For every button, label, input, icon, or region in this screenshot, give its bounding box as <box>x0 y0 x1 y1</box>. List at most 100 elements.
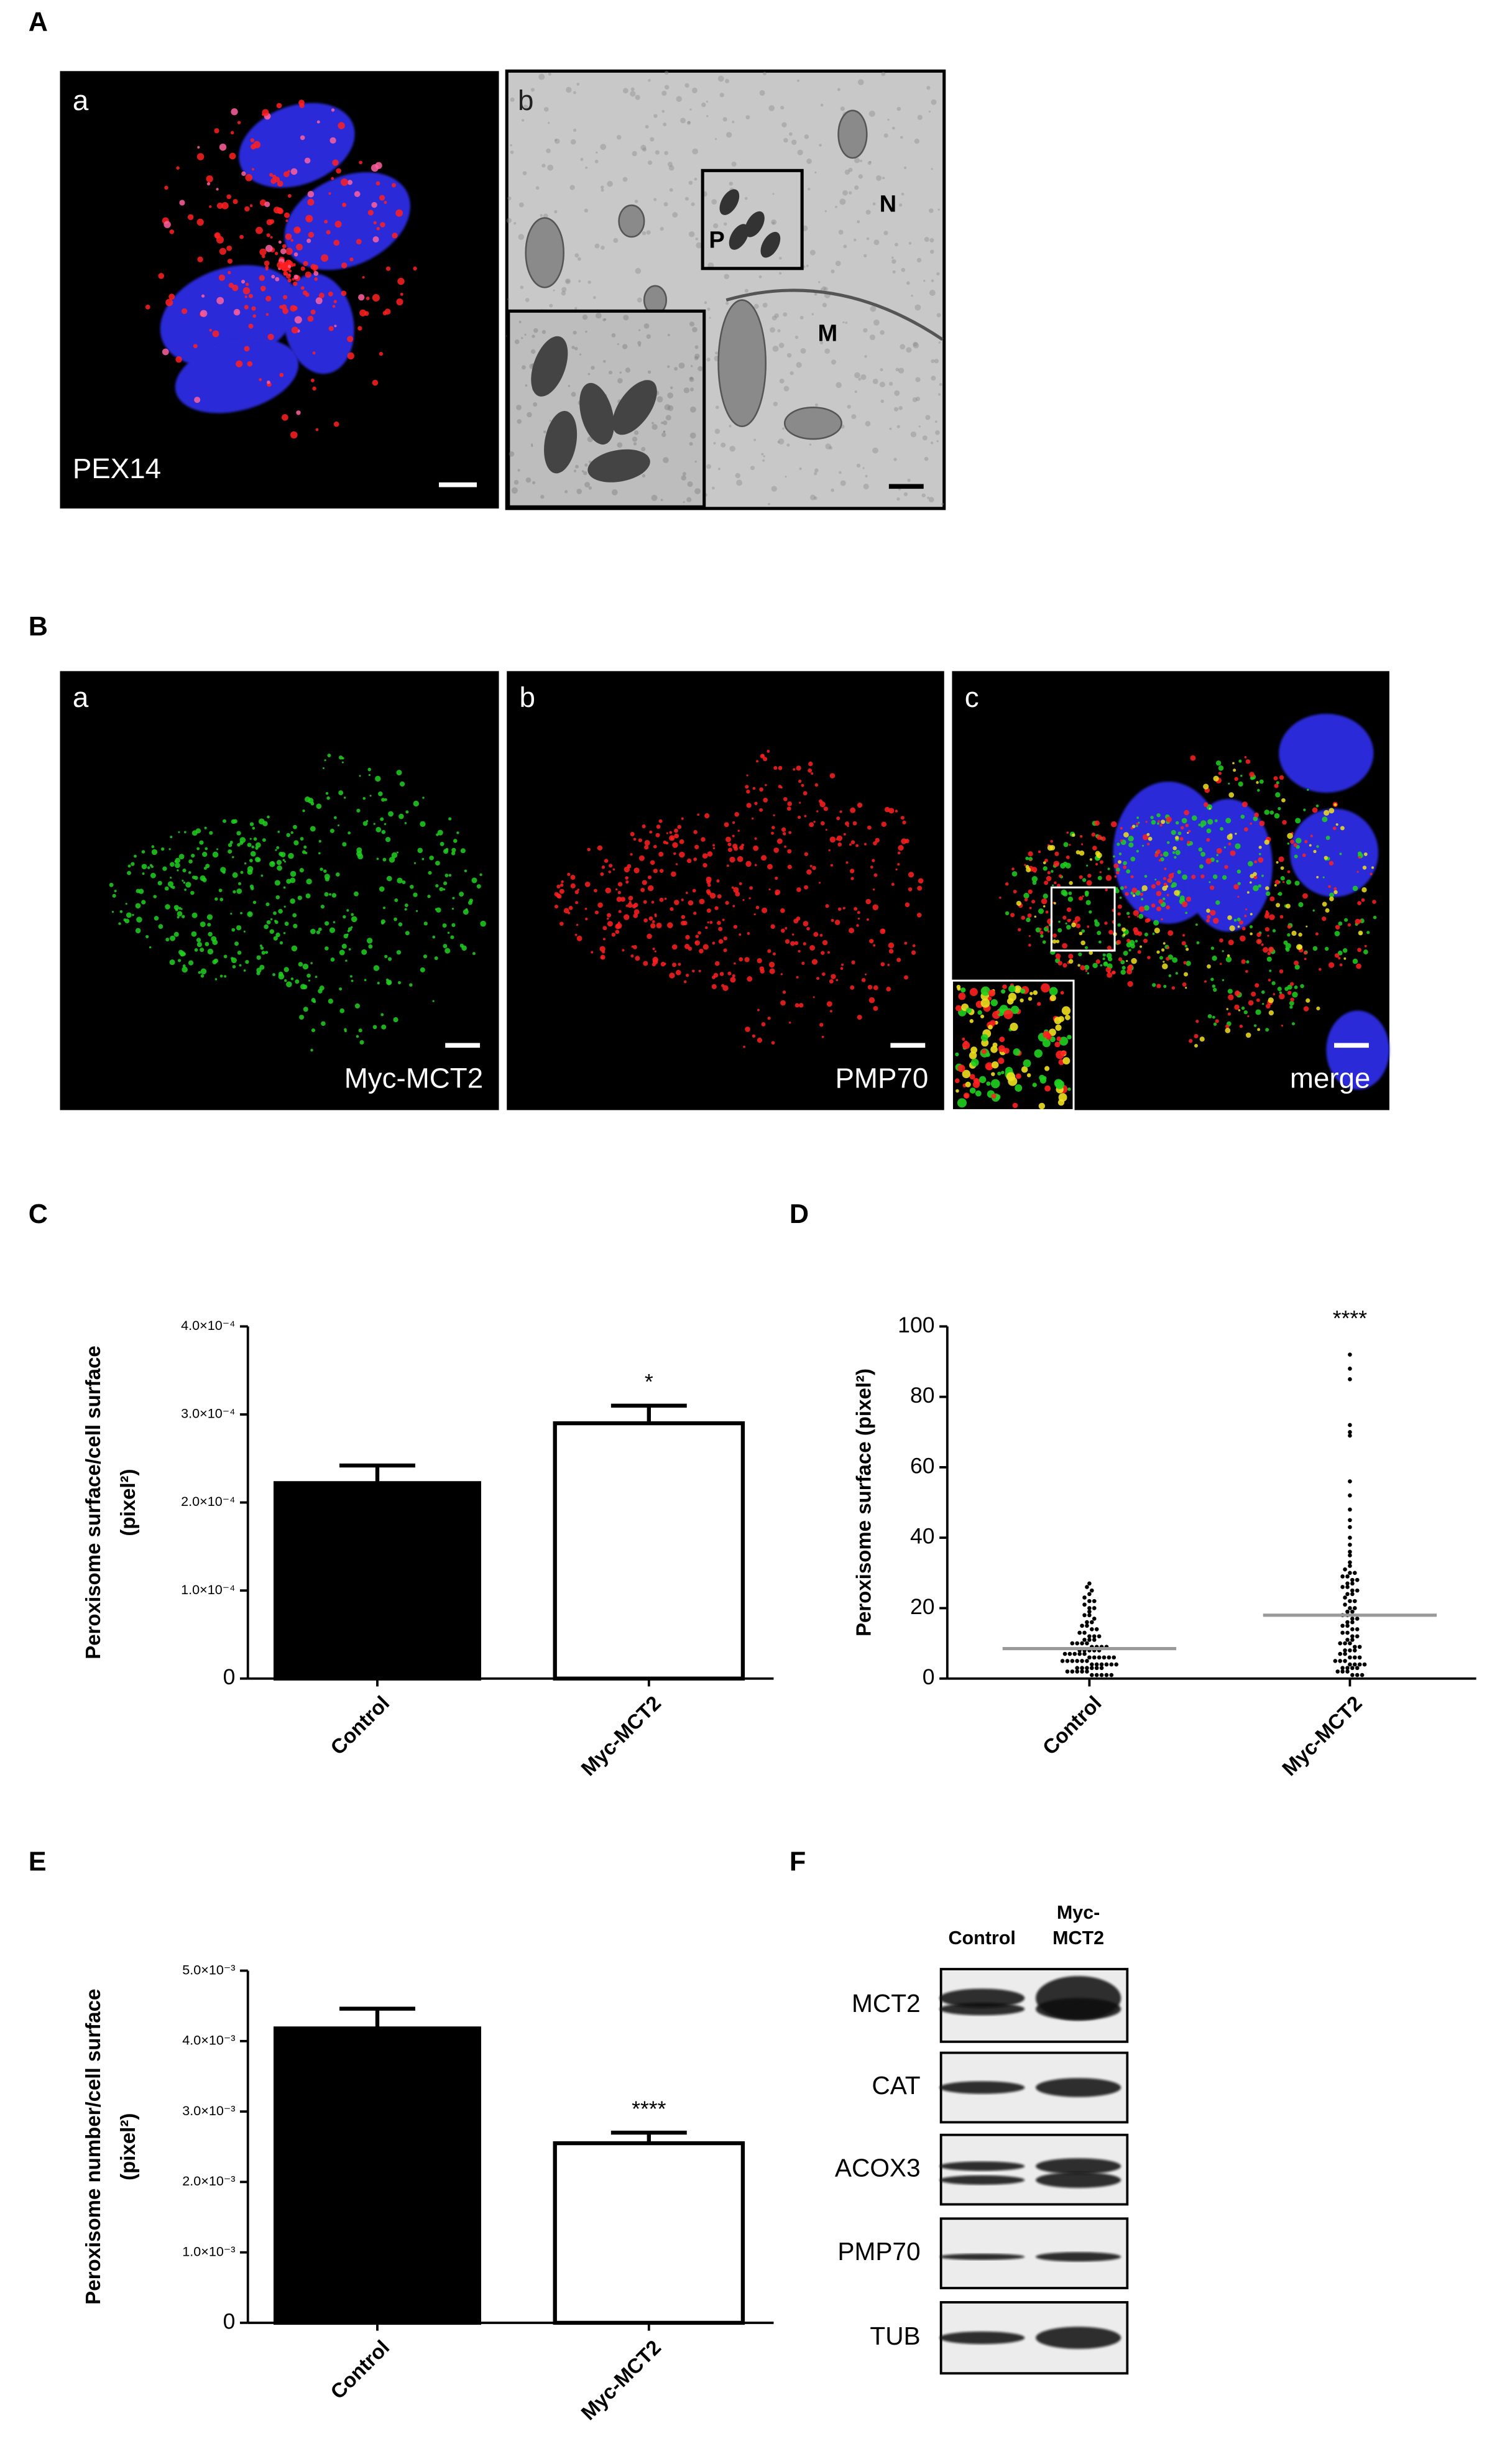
stain-dot <box>1339 963 1343 967</box>
texture <box>564 278 571 284</box>
stain-dot <box>1066 855 1070 859</box>
stain-dot <box>727 971 732 976</box>
stain-dot <box>371 201 377 208</box>
stain-dot <box>267 333 274 341</box>
image-label: M <box>818 321 838 347</box>
stain-dot <box>726 864 729 867</box>
stain-dot <box>734 846 739 851</box>
stain-dot <box>1287 833 1293 839</box>
stain-dot <box>1274 813 1280 819</box>
stain-dot <box>644 839 650 846</box>
texture <box>831 359 837 365</box>
texture <box>566 86 572 93</box>
stain-dot <box>1054 1079 1063 1087</box>
stain-dot <box>600 872 604 876</box>
stain-dot <box>287 170 291 173</box>
texture <box>895 242 898 247</box>
stain-dot <box>823 806 828 811</box>
stain-dot <box>248 323 254 329</box>
image-label: Myc-MCT2 <box>344 1062 483 1094</box>
stain-dot <box>1055 1024 1062 1031</box>
texture <box>924 237 929 242</box>
texture <box>880 330 885 335</box>
data-point <box>1350 1581 1355 1586</box>
stain-dot <box>1185 911 1188 915</box>
stain-dot <box>759 966 765 971</box>
texture <box>506 218 512 223</box>
texture <box>691 87 698 93</box>
inset-box <box>1050 886 1116 952</box>
texture <box>763 455 765 458</box>
data-point <box>1087 1592 1092 1597</box>
stain-dot <box>1080 940 1085 946</box>
stain-dot <box>1028 889 1033 894</box>
texture <box>538 73 545 80</box>
stain-dot <box>1120 827 1123 830</box>
stain-dot <box>1062 943 1068 949</box>
texture <box>566 279 570 284</box>
texture <box>663 457 669 463</box>
stain-dot <box>244 862 247 865</box>
stain-dot <box>1078 952 1082 957</box>
stain-dot <box>783 796 788 801</box>
stain-dot <box>264 201 270 208</box>
stain-dot <box>200 968 207 975</box>
texture <box>725 78 730 83</box>
stain-dot <box>274 920 277 923</box>
texture <box>706 115 709 118</box>
data-point <box>1082 1613 1087 1618</box>
data-point <box>1353 1571 1357 1576</box>
stain-dot <box>688 900 694 906</box>
stain-dot <box>206 175 213 183</box>
stain-dot <box>611 933 616 937</box>
stain-dot <box>1268 997 1274 1004</box>
stain-dot <box>236 360 243 367</box>
stain-dot <box>1183 961 1187 965</box>
stain-dot <box>1286 879 1292 885</box>
stain-dot <box>1105 888 1108 892</box>
stain-dot <box>1279 993 1285 1000</box>
stain-dot <box>898 844 904 851</box>
stain-dot <box>242 287 251 295</box>
stain-dot <box>396 851 399 854</box>
texture <box>842 190 848 196</box>
y-tick-label: 0 <box>223 1664 236 1689</box>
stain-dot <box>315 976 318 978</box>
texture <box>906 281 910 285</box>
stain-dot <box>1116 939 1121 945</box>
stain-dot <box>653 869 658 874</box>
stain-dot <box>731 886 734 889</box>
texture <box>653 198 657 201</box>
texture <box>824 348 831 354</box>
stain-dot <box>300 984 306 990</box>
stain-dot <box>1158 820 1161 823</box>
stain-dot <box>354 891 359 897</box>
stain-dot <box>384 954 388 959</box>
stain-dot <box>1212 984 1216 988</box>
texture <box>514 339 520 344</box>
stain-dot <box>1203 783 1209 790</box>
stain-dot <box>672 962 677 967</box>
texture <box>676 96 682 102</box>
stain-dot <box>991 1072 995 1076</box>
stain-dot <box>664 897 667 900</box>
y-tick-label: 4.0×10⁻³ <box>182 2033 235 2048</box>
texture <box>608 371 613 375</box>
stain-dot <box>307 198 315 206</box>
stain-dot <box>1089 858 1093 861</box>
texture <box>611 489 618 496</box>
data-point <box>1348 1564 1352 1568</box>
peroxisome <box>587 449 650 482</box>
stain-dot <box>781 827 786 832</box>
stain-dot <box>293 923 298 928</box>
data-point <box>1333 1659 1338 1663</box>
stain-dot <box>337 824 340 827</box>
stain-dot <box>1213 1022 1217 1026</box>
stain-dot <box>1120 886 1124 890</box>
stain-dot <box>1366 931 1370 934</box>
stain-dot <box>183 881 186 884</box>
stain-dot <box>653 844 657 849</box>
texture <box>773 401 778 407</box>
stain-dot <box>606 913 612 918</box>
texture <box>840 106 845 111</box>
